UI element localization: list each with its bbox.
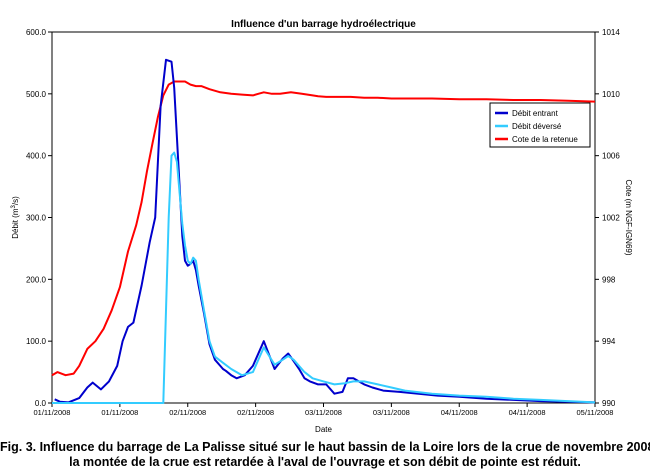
x-tick-label: 02/11/2008 — [169, 408, 206, 417]
y2-tick-label: 1002 — [602, 214, 620, 223]
x-tick-label: 04/11/2008 — [509, 408, 546, 417]
x-tick-label: 05/11/2008 — [577, 408, 614, 417]
series-line-debit-entrant — [54, 58, 596, 404]
y-axis-label-tail: /s) — [11, 196, 20, 205]
figure-caption: Fig. 3. Influence du barrage de La Palis… — [0, 440, 650, 470]
y-axis-label: Débit (m3/s) — [11, 196, 20, 239]
legend-label-debit-entrant: Débit entrant — [512, 109, 559, 118]
y-tick-label: 500.0 — [26, 90, 47, 99]
chart: Influence d'un barrage hydroélectrique D… — [11, 19, 633, 434]
y2-tick-label: 998 — [602, 275, 616, 284]
y-tick-label: 600.0 — [26, 28, 47, 37]
y2-tick-label: 1010 — [602, 90, 620, 99]
y-axis-label-main: Débit (m — [11, 208, 20, 239]
legend-label-cote-retenue: Cote de la retenue — [512, 135, 578, 144]
y-tick-label: 0.0 — [35, 399, 47, 408]
y-tick-label: 100.0 — [26, 337, 47, 346]
y-tick-label: 300.0 — [26, 214, 47, 223]
x-tick-label: 03/11/2008 — [305, 408, 342, 417]
legend: Débit entrant Débit déversé Cote de la ret… — [489, 102, 591, 148]
series-line-cote-retenue — [51, 80, 596, 377]
x-tick-label: 03/11/2008 — [373, 408, 410, 417]
x-tick-label: 01/11/2008 — [34, 408, 71, 417]
x-tick-label: 01/11/2008 — [101, 408, 138, 417]
y-tick-label: 400.0 — [26, 152, 47, 161]
y2-axis-label: Cote (m NGF-IGN69) — [624, 179, 633, 255]
legend-label-debit-deverse: Débit déversé — [512, 122, 562, 131]
y-tick-label: 200.0 — [26, 275, 47, 284]
x-axis-label: Date — [315, 425, 332, 434]
axis-ticks: 0.0 100.0 200.0 300.0 400.0 500.0 600.0 990 994 9… — [26, 28, 620, 417]
chart-title: Influence d'un barrage hydroélectrique — [231, 19, 416, 30]
x-tick-label: 04/11/2008 — [441, 408, 478, 417]
series-line-debit-deverse — [52, 151, 596, 404]
plot-area — [51, 31, 596, 404]
y2-tick-label: 994 — [602, 337, 616, 346]
caption-line-2: la montée de la crue est retardée à l'av… — [69, 455, 581, 469]
y2-tick-label: 990 — [602, 399, 616, 408]
caption-line-1: Fig. 3. Influence du barrage de La Palis… — [0, 440, 650, 454]
y2-tick-label: 1014 — [602, 28, 620, 37]
y2-tick-label: 1006 — [602, 152, 620, 161]
series-lines — [51, 58, 596, 404]
y-axis-label-sup: 3 — [11, 205, 17, 209]
x-tick-label: 02/11/2008 — [237, 408, 274, 417]
